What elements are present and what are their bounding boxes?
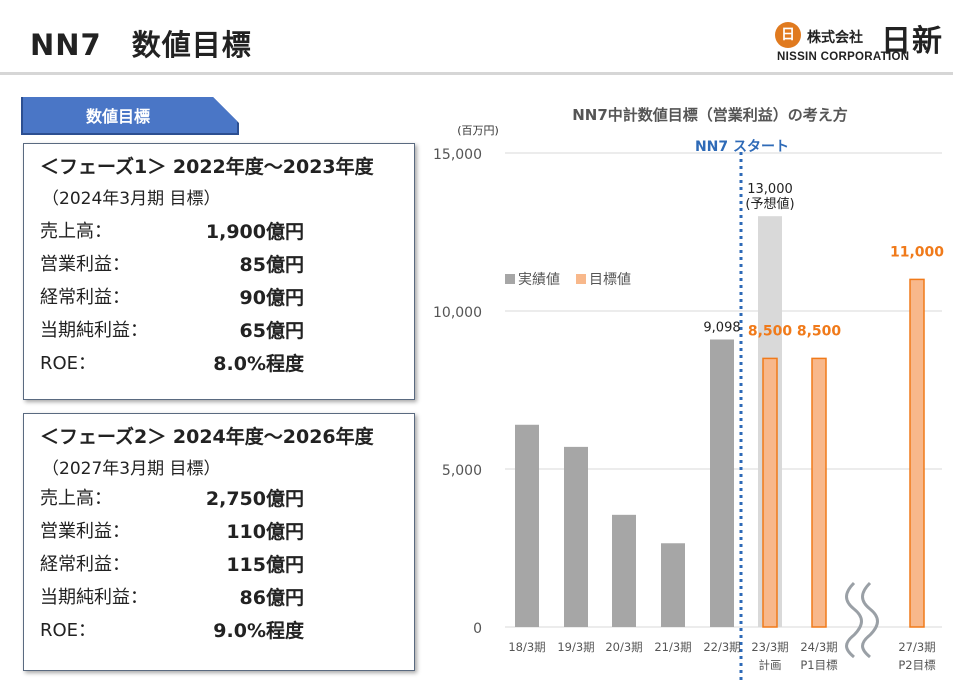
row-value: 1,900億円 (205, 221, 304, 243)
row-value: 85億円 (239, 254, 304, 276)
logo-company-name: 日新 (881, 24, 943, 59)
start-marker-label: NN7 スタート (695, 139, 789, 155)
y-tick-label: 5,000 (442, 463, 482, 479)
phase1-row-net-profit: 当期純利益： 65億円 (40, 316, 410, 346)
bar-actual (564, 446, 588, 627)
row-value: 9.0%程度 (213, 620, 304, 642)
row-label: ROE： (40, 620, 97, 641)
row-value: 110億円 (226, 521, 304, 543)
phase1-heading: ＜フェーズ1＞ 2022年度～2023年度 (40, 156, 374, 178)
phase2-heading: ＜フェーズ2＞ 2024年度～2026年度 (40, 426, 374, 448)
row-value: 90億円 (239, 287, 304, 309)
logo-company-prefix: 株式会社 (807, 30, 863, 46)
phase2-row-ordinary-profit: 経常利益： 115億円 (40, 550, 410, 580)
y-tick-label: 0 (473, 621, 482, 637)
axis-break-icon (861, 581, 879, 659)
row-label: 当期純利益： (40, 587, 148, 608)
row-label: 経常利益： (40, 554, 130, 575)
header-divider (0, 72, 953, 75)
bar-actual (710, 339, 734, 627)
logo-english-name: NISSIN CORPORATION (777, 51, 910, 63)
phase2-row-roe: ROE： 9.0%程度 (40, 616, 410, 646)
y-tick-label: 15,000 (433, 147, 482, 163)
legend-label-target: 目標値 (589, 272, 631, 288)
data-label-actual: 13,000 (747, 182, 793, 197)
row-label: 売上高： (40, 488, 112, 509)
row-value: 115億円 (226, 554, 304, 576)
phase2-row-operating-profit: 営業利益： 110億円 (40, 517, 410, 547)
x-tick-label: 27/3期 (898, 640, 935, 654)
phase2-box: ＜フェーズ2＞ 2024年度～2026年度 （2027年3月期 目標） 売上高：… (23, 413, 415, 671)
x-tick-label: 18/3期 (508, 640, 545, 654)
data-label-target: 11,000 (890, 244, 944, 260)
row-value: 65億円 (239, 320, 304, 342)
data-label-target: 8,500 (748, 323, 793, 339)
row-label: 当期純利益： (40, 320, 148, 341)
bar-actual (661, 543, 685, 627)
legend-swatch-actual (505, 274, 515, 284)
x-tick-label: 21/3期 (654, 640, 691, 654)
bar-target (762, 357, 778, 628)
row-label: 経常利益： (40, 287, 130, 308)
axis-break-icon (845, 581, 863, 659)
section-tag: 数値目標 (23, 97, 237, 133)
page-title: NN7 数値目標 (30, 28, 252, 62)
x-tick-label: 23/3期 (751, 640, 788, 654)
bar-target (811, 357, 827, 628)
logo-mark-icon: 日 (775, 22, 801, 48)
x-tick-label-sub: 計画 (759, 658, 782, 672)
phase2-subheading: （2027年3月期 目標） (42, 459, 221, 479)
chart-title: NN7中計数値目標（営業利益）の考え方 (572, 106, 848, 124)
row-label: 売上高： (40, 221, 112, 242)
phase1-box: ＜フェーズ1＞ 2022年度～2023年度 （2024年3月期 目標） 売上高：… (23, 143, 415, 400)
row-label: 営業利益： (40, 254, 130, 275)
phase1-row-roe: ROE： 8.0%程度 (40, 349, 410, 379)
row-value: 2,750億円 (205, 488, 304, 510)
phase1-row-operating-profit: 営業利益： 85億円 (40, 250, 410, 280)
row-label: 営業利益： (40, 521, 130, 542)
x-tick-label: 20/3期 (605, 640, 642, 654)
bar-actual (612, 514, 636, 627)
x-tick-label: 24/3期 (800, 640, 837, 654)
phase1-subheading: （2024年3月期 目標） (42, 189, 221, 209)
company-logo: 日 株式会社 日新 NISSIN CORPORATION (775, 20, 947, 64)
y-tick-label: 10,000 (433, 305, 482, 321)
data-label-actual: (予想値) (745, 196, 794, 212)
x-tick-label-sub: P1目標 (800, 658, 838, 672)
phase1-row-ordinary-profit: 経常利益： 90億円 (40, 283, 410, 313)
x-tick-label: 22/3期 (703, 640, 740, 654)
chart-unit-label: (百万円) (457, 124, 499, 137)
row-label: ROE： (40, 353, 97, 374)
data-label-actual: 9,098 (703, 321, 740, 336)
phase1-row-sales: 売上高： 1,900億円 (40, 217, 410, 247)
legend-label-actual: 実績値 (518, 272, 560, 288)
phase2-row-sales: 売上高： 2,750億円 (40, 484, 410, 514)
operating-profit-chart: NN7中計数値目標（営業利益）の考え方 (百万円) 0 5,000 10,000 15,0… (420, 90, 953, 680)
x-tick-label: 19/3期 (557, 640, 594, 654)
bar-target (909, 278, 925, 628)
row-value: 8.0%程度 (213, 353, 304, 375)
chart-svg: NN7中計数値目標（営業利益）の考え方 (百万円) 0 5,000 10,000 15,0… (433, 106, 944, 680)
data-label-target: 8,500 (797, 323, 842, 339)
row-value: 86億円 (239, 587, 304, 609)
bar-actual (515, 424, 539, 627)
phase2-row-net-profit: 当期純利益： 86億円 (40, 583, 410, 613)
x-tick-label-sub: P2目標 (898, 658, 936, 672)
legend-swatch-target (576, 274, 586, 284)
